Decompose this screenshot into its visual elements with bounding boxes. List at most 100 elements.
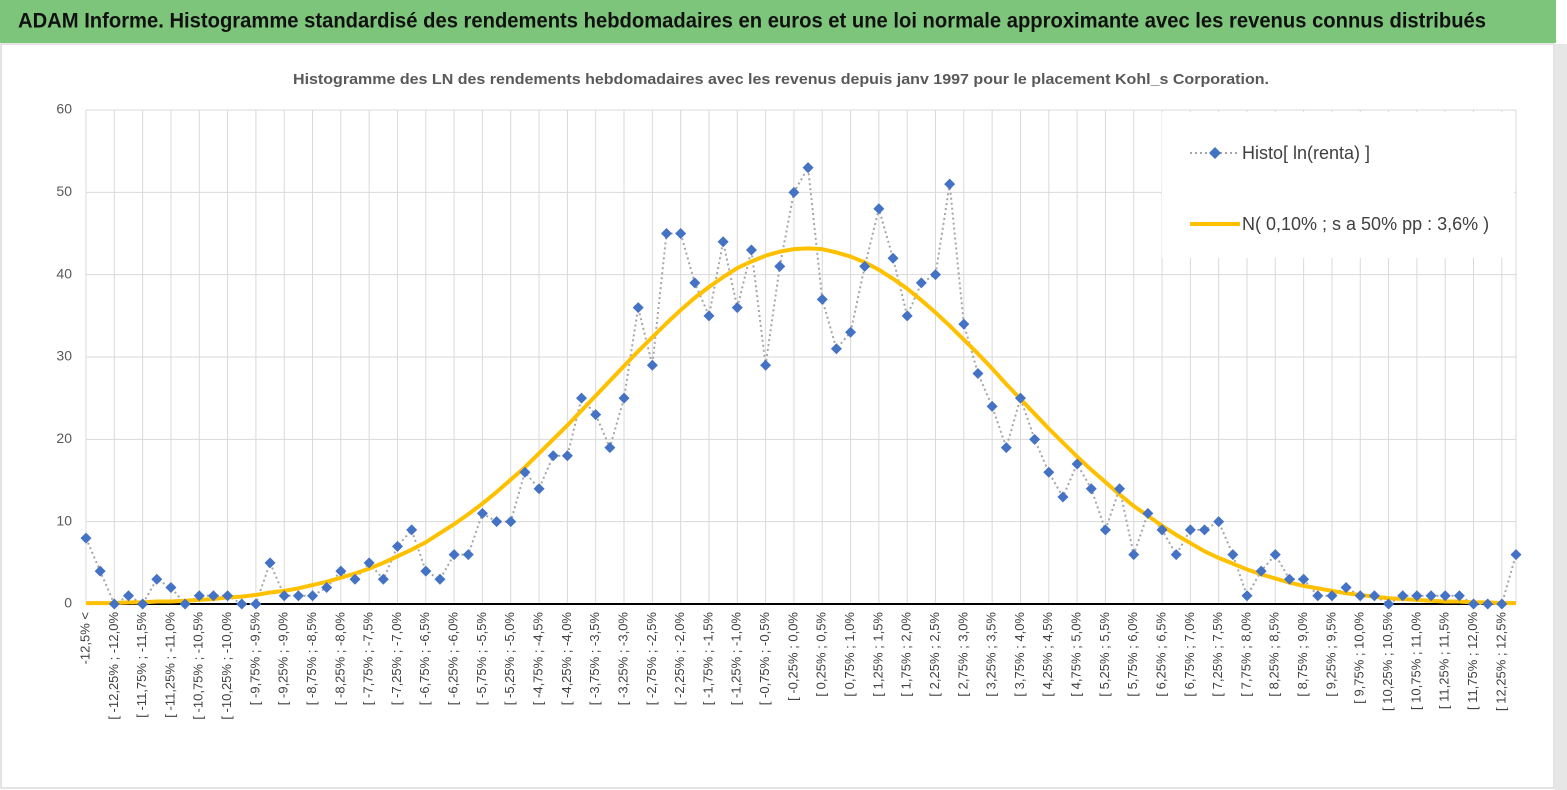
x-tick-label: [ 10,25% ; 10,5% bbox=[1380, 612, 1395, 711]
histogram-marker bbox=[1071, 458, 1083, 470]
y-tick-label: 30 bbox=[56, 348, 72, 364]
histogram-marker bbox=[788, 186, 800, 198]
histogram-marker bbox=[675, 228, 687, 239]
x-tick-label: [ 12,25% ; 12,5% bbox=[1493, 612, 1508, 711]
y-tick-label: 40 bbox=[56, 265, 72, 281]
x-tick-label: [ -9,75% ; -9,5% bbox=[247, 612, 262, 706]
histogram-marker bbox=[462, 549, 474, 561]
histogram-marker bbox=[1000, 442, 1012, 454]
histogram-marker bbox=[618, 392, 630, 404]
histogram-marker bbox=[1340, 582, 1352, 594]
histogram-marker bbox=[193, 590, 205, 602]
x-tick-label: [ -9,25% ; -9,0% bbox=[276, 612, 291, 706]
x-tick-label: [ -11,25% ; -11,0% bbox=[162, 612, 177, 718]
histogram-marker bbox=[1383, 598, 1395, 610]
histogram-marker bbox=[236, 598, 248, 610]
normal-curve bbox=[86, 246, 1516, 606]
histogram-marker bbox=[1184, 524, 1196, 536]
histogram-marker bbox=[1043, 466, 1055, 478]
histogram-marker bbox=[1029, 433, 1041, 445]
x-tick-label: [ 4,75% ; 5,0% bbox=[1069, 612, 1084, 697]
histogram-marker bbox=[901, 310, 913, 322]
histogram-marker bbox=[1057, 491, 1069, 503]
histogram-marker bbox=[1411, 590, 1423, 602]
x-tick-label: [ 3,75% ; 4,0% bbox=[1012, 612, 1027, 697]
x-tick-label: [ -1,25% ; -1,0% bbox=[729, 612, 744, 706]
histogram-marker bbox=[576, 392, 588, 404]
histogram-marker bbox=[165, 582, 177, 594]
x-tick-label: [ 2,25% ; 2,5% bbox=[927, 612, 942, 697]
histogram-marker bbox=[632, 302, 644, 314]
histogram-marker bbox=[363, 557, 375, 569]
histogram-marker bbox=[278, 590, 290, 602]
histogram-marker bbox=[94, 565, 106, 577]
x-tick-label: [ 5,25% ; 5,5% bbox=[1097, 612, 1112, 697]
histogram-marker bbox=[1368, 590, 1380, 602]
x-tick-label: [ -4,25% ; -4,0% bbox=[559, 612, 574, 706]
x-tick-label: [ -0,25% ; 0,0% bbox=[785, 612, 800, 701]
histogram-marker bbox=[1213, 516, 1225, 528]
histogram-marker bbox=[816, 293, 828, 305]
x-tick-label: [ 7,25% ; 7,5% bbox=[1210, 612, 1225, 697]
histogram-marker bbox=[1227, 549, 1239, 561]
x-tick-label: [ 6,25% ; 6,5% bbox=[1153, 612, 1168, 697]
histogram-marker bbox=[1312, 590, 1324, 602]
histogram-marker bbox=[1326, 590, 1338, 602]
x-tick-label: [ -2,75% ; -2,5% bbox=[644, 612, 659, 706]
histogram-marker bbox=[349, 573, 361, 585]
histogram-marker bbox=[108, 598, 120, 610]
histogram-marker bbox=[760, 359, 772, 371]
x-tick-label: [ -7,75% ; -7,5% bbox=[361, 612, 376, 706]
y-tick-label: 10 bbox=[56, 512, 72, 528]
x-tick-label: [ 8,75% ; 9,0% bbox=[1295, 612, 1310, 697]
x-tick-label: [ 11,25% ; 11,5% bbox=[1437, 612, 1452, 710]
histogram-marker bbox=[207, 590, 219, 602]
x-tick-label: [ 1,75% ; 2,0% bbox=[899, 612, 914, 697]
histogram-marker bbox=[1199, 524, 1211, 536]
histogram-marker bbox=[307, 590, 319, 602]
histogram-marker bbox=[505, 516, 517, 528]
histogram-marker bbox=[1128, 549, 1140, 561]
histogram-marker bbox=[703, 310, 715, 322]
histogram-marker bbox=[958, 318, 970, 330]
histogram-marker bbox=[292, 590, 304, 602]
histogram-marker bbox=[745, 244, 757, 256]
x-tick-label: [ -8,25% ; -8,0% bbox=[332, 612, 347, 706]
histogram-marker bbox=[660, 228, 672, 239]
x-tick-label: [ -1,75% ; -1,5% bbox=[700, 612, 715, 706]
x-tick-label: [ -7,25% ; -7,0% bbox=[389, 612, 404, 706]
histogram-marker bbox=[1156, 524, 1168, 536]
histogram-marker bbox=[845, 326, 857, 338]
x-tick-label: [ 6,75% ; 7,0% bbox=[1182, 612, 1197, 697]
y-tick-label: 20 bbox=[56, 430, 72, 446]
histogram-marker bbox=[1283, 573, 1295, 585]
histogram-marker bbox=[590, 409, 602, 421]
histogram-marker bbox=[646, 359, 658, 371]
histogram-marker bbox=[915, 277, 927, 289]
histogram-marker bbox=[1439, 590, 1451, 602]
x-tick-label: [ 2,75% ; 3,0% bbox=[955, 612, 970, 697]
histogram-marker bbox=[1170, 549, 1182, 561]
histogram-marker bbox=[391, 540, 403, 552]
histogram-marker bbox=[972, 367, 984, 379]
header-title: ADAM Informe. Histogramme standardisé de… bbox=[18, 10, 1486, 33]
x-tick-label: [ -4,75% ; -4,5% bbox=[531, 612, 546, 706]
x-tick-label: [ -10,25% ; -10,0% bbox=[219, 612, 234, 720]
histogram-marker bbox=[264, 557, 276, 569]
histogram-marker bbox=[859, 260, 871, 272]
histogram-marker bbox=[519, 466, 531, 478]
histogram-marker bbox=[151, 573, 163, 585]
y-tick-label: 0 bbox=[64, 595, 72, 611]
histogram-marker bbox=[335, 565, 347, 577]
x-tick-label: [ -0,75% ; -0,5% bbox=[757, 612, 772, 706]
histogram-marker bbox=[717, 236, 729, 248]
x-tick-label: [ 11,75% ; 12,0% bbox=[1465, 612, 1480, 710]
x-tick-label: [ 3,25% ; 3,5% bbox=[984, 612, 999, 697]
histogram-marker bbox=[80, 532, 92, 544]
x-tick-label: [ -8,75% ; -8,5% bbox=[304, 612, 319, 706]
histogram-marker bbox=[1099, 524, 1111, 536]
x-tick-label: [ 8,25% ; 8,5% bbox=[1267, 612, 1282, 697]
x-tick-label: [ -5,25% ; -5,0% bbox=[502, 612, 517, 706]
histogram-marker bbox=[1496, 598, 1508, 610]
